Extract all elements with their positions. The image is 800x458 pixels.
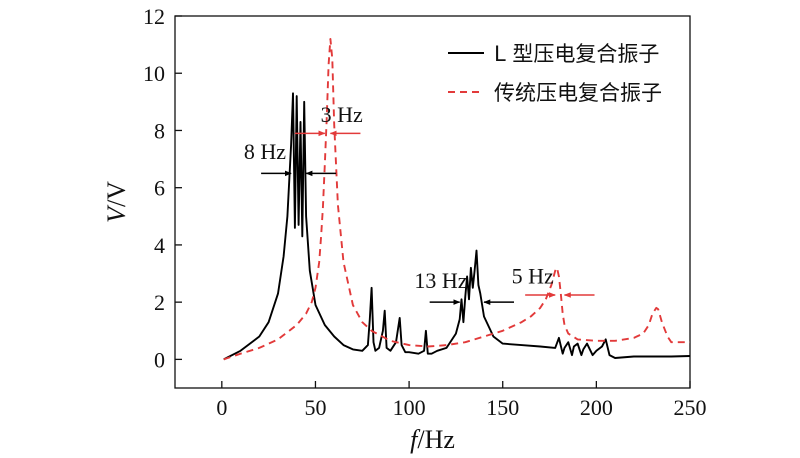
y-axis: 0 2 4 6 8 10 12 <box>143 4 182 372</box>
x-axis-variable: f <box>410 425 421 454</box>
annotation-layer: 8 Hz 3 Hz 13 Hz 5 Hz <box>244 102 595 305</box>
gap-5hz-label: 5 Hz <box>512 264 554 289</box>
series-line-1 <box>223 37 690 361</box>
y-tick-label-10: 10 <box>143 61 165 86</box>
y-tick-label-2: 2 <box>154 290 165 315</box>
series-layer <box>223 37 691 361</box>
legend-label-l-type: L 型压电复合振子 <box>494 42 659 66</box>
x-axis: 0 50 100 150 200 250 <box>216 381 707 420</box>
y-tick-label-6: 6 <box>154 176 165 201</box>
legend-label-traditional: 传统压电复合振子 <box>494 81 662 105</box>
y-axis-title: V/V <box>102 181 131 223</box>
gap-13hz-label: 13 Hz <box>414 268 467 293</box>
y-tick-label-12: 12 <box>143 4 165 29</box>
gap-3hz-label: 3 Hz <box>321 102 363 127</box>
x-axis-unit: /Hz <box>417 425 455 454</box>
x-tick-label-250: 250 <box>674 395 707 420</box>
x-tick-label-100: 100 <box>393 395 426 420</box>
plot-border <box>174 15 691 389</box>
y-tick-label-4: 4 <box>154 233 165 258</box>
series-line-0 <box>223 92 691 361</box>
x-axis-title: f/Hz <box>410 425 455 454</box>
legend: L 型压电复合振子 传统压电复合振子 <box>448 42 662 105</box>
x-tick-label-200: 200 <box>580 395 613 420</box>
gap-8hz-label: 8 Hz <box>244 139 286 164</box>
y-axis-unit: /V <box>102 181 131 207</box>
y-tick-label-8: 8 <box>154 118 165 143</box>
x-tick-label-150: 150 <box>486 395 519 420</box>
y-axis-variable: V <box>102 204 131 223</box>
y-tick-label-0: 0 <box>154 347 165 372</box>
plot-frame <box>174 15 691 389</box>
x-tick-label-50: 50 <box>304 395 326 420</box>
x-tick-label-0: 0 <box>216 395 227 420</box>
